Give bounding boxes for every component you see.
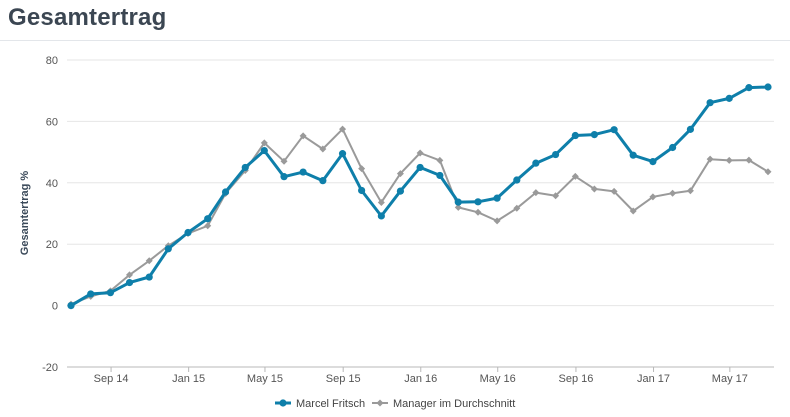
data-point[interactable] — [299, 132, 307, 140]
legend-marker — [279, 399, 287, 407]
series-lines — [67, 83, 772, 310]
data-point[interactable] — [358, 186, 366, 195]
series-line — [69, 85, 770, 308]
y-tick-label: 0 — [52, 301, 58, 313]
data-point[interactable] — [551, 150, 560, 159]
data-point[interactable] — [532, 189, 540, 197]
data-point[interactable] — [571, 172, 579, 180]
x-tick-label: May 17 — [712, 373, 748, 385]
data-point[interactable] — [241, 163, 249, 172]
data-point[interactable] — [204, 222, 212, 230]
data-point[interactable] — [377, 212, 385, 220]
page-title: Gesamtertrag — [8, 4, 167, 31]
data-point[interactable] — [686, 125, 695, 133]
data-point[interactable] — [299, 168, 307, 176]
data-point[interactable] — [280, 157, 288, 165]
data-point[interactable] — [532, 159, 540, 167]
data-point[interactable] — [396, 187, 405, 195]
legend-label: Manager im Durchschnitt — [393, 398, 515, 410]
data-point[interactable] — [513, 204, 521, 212]
data-point[interactable] — [725, 94, 733, 102]
data-point[interactable] — [164, 245, 172, 253]
data-point[interactable] — [571, 131, 579, 140]
data-point[interactable] — [87, 290, 95, 298]
data-point[interactable] — [260, 139, 268, 147]
data-point[interactable] — [338, 150, 347, 158]
data-point[interactable] — [436, 171, 444, 180]
data-point[interactable] — [436, 156, 444, 164]
data-point[interactable] — [706, 99, 714, 107]
data-point[interactable] — [145, 273, 153, 281]
data-point[interactable] — [552, 192, 560, 200]
y-tick-label: 40 — [46, 178, 58, 190]
data-point[interactable] — [454, 203, 462, 211]
data-point[interactable] — [106, 289, 115, 297]
data-point[interactable] — [145, 257, 153, 265]
data-point[interactable] — [493, 217, 501, 225]
x-tick-label: Jan 16 — [404, 373, 437, 385]
data-point[interactable] — [669, 143, 677, 152]
legend-label: Marcel Fritsch — [296, 398, 365, 410]
data-point[interactable] — [764, 168, 772, 176]
data-point[interactable] — [745, 156, 753, 164]
data-point[interactable] — [745, 84, 753, 92]
x-tick-label: Sep 15 — [326, 373, 361, 385]
data-point[interactable] — [184, 228, 192, 237]
data-point[interactable] — [649, 158, 657, 166]
y-axis-label: Gesamtertrag % — [19, 171, 31, 256]
data-point[interactable] — [454, 198, 462, 206]
data-point[interactable] — [590, 131, 598, 139]
legend[interactable]: Marcel Fritsch Manager im Durchschnitt — [275, 398, 515, 410]
x-tick-label: Sep 14 — [94, 373, 129, 385]
data-point[interactable] — [67, 302, 75, 310]
data-point[interactable] — [513, 176, 521, 184]
data-point[interactable] — [358, 165, 366, 173]
data-point[interactable] — [629, 207, 637, 215]
data-point[interactable] — [706, 155, 714, 163]
x-tick-label: Jan 17 — [637, 373, 670, 385]
data-point[interactable] — [416, 163, 424, 172]
gridlines — [67, 59, 774, 368]
data-point[interactable] — [669, 189, 677, 197]
data-point[interactable] — [126, 271, 134, 279]
legend-item-marcel-fritsch[interactable]: Marcel Fritsch — [275, 398, 365, 410]
legend-marker — [376, 399, 384, 407]
y-tick-label: 80 — [46, 55, 58, 67]
y-tick-label: 60 — [46, 116, 58, 128]
data-point[interactable] — [764, 83, 772, 91]
data-point[interactable] — [610, 126, 618, 134]
data-point[interactable] — [590, 185, 598, 193]
x-tick-label: May 16 — [480, 373, 516, 385]
data-point[interactable] — [339, 125, 347, 133]
data-point[interactable] — [396, 170, 404, 178]
data-point[interactable] — [204, 215, 212, 223]
x-tick-label: Sep 16 — [559, 373, 594, 385]
data-point[interactable] — [221, 188, 230, 196]
data-point[interactable] — [416, 149, 424, 157]
x-tick-label: Jan 15 — [172, 373, 205, 385]
data-point[interactable] — [377, 198, 385, 206]
axes: -20 0 20 40 60 80 Sep 14 Jan 15 May 15 Sep 15 Jan … — [42, 55, 774, 385]
legend-item-manager-average[interactable]: Manager im Durchschnitt — [372, 398, 515, 410]
data-point[interactable] — [319, 145, 327, 153]
data-point[interactable] — [629, 151, 637, 159]
data-point[interactable] — [686, 187, 694, 195]
data-point[interactable] — [493, 194, 501, 202]
data-point[interactable] — [725, 156, 733, 164]
series-marcel-fritsch — [67, 83, 772, 310]
data-point[interactable] — [125, 278, 134, 287]
y-tick-label: 20 — [46, 239, 58, 251]
y-tick-label: -20 — [42, 362, 58, 374]
data-point[interactable] — [260, 146, 268, 155]
data-point[interactable] — [649, 193, 657, 201]
data-point[interactable] — [280, 173, 288, 181]
data-point[interactable] — [474, 208, 482, 216]
data-point[interactable] — [610, 187, 618, 195]
title-divider — [0, 40, 790, 41]
data-point[interactable] — [474, 198, 482, 206]
data-point[interactable] — [319, 177, 327, 185]
x-tick-label: May 15 — [247, 373, 283, 385]
